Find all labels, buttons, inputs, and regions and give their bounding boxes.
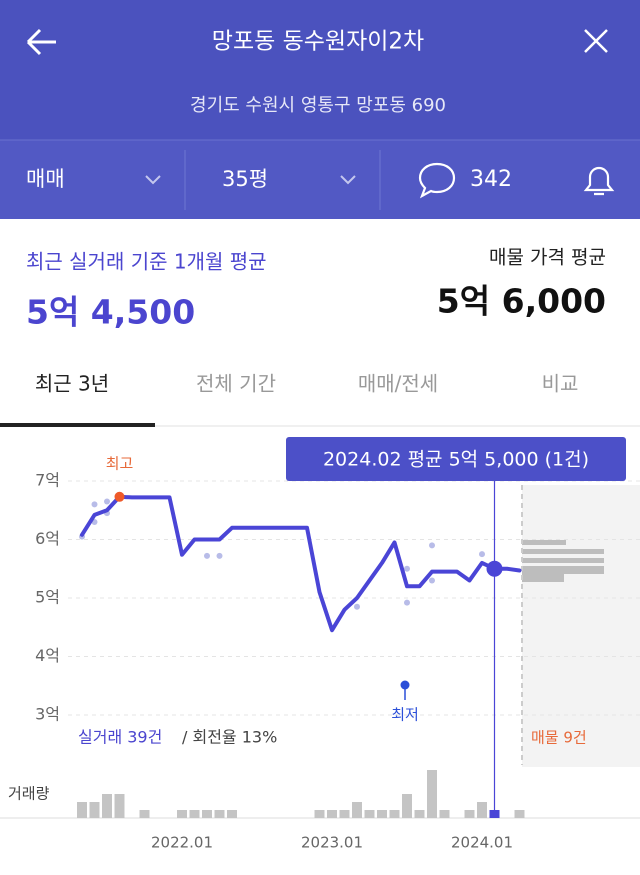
trade-point xyxy=(91,501,98,508)
volume-bar xyxy=(464,810,475,818)
trade-point xyxy=(479,551,485,558)
trade-point xyxy=(404,599,410,606)
volume-bar xyxy=(477,802,487,818)
trade-point xyxy=(429,577,435,584)
y-tick-label: 3억 xyxy=(35,705,60,724)
volume-bar xyxy=(227,810,237,818)
volume-bar xyxy=(389,810,400,818)
size[interactable]: 35평 xyxy=(222,167,268,191)
title: 망포동 동수원자이2차 xyxy=(212,29,424,55)
volume-bar xyxy=(89,802,100,818)
trade-type[interactable]: 매매 xyxy=(26,167,65,191)
tab[interactable]: 비교 xyxy=(542,372,579,396)
x-tick-label: 2024.01 xyxy=(451,834,513,852)
y-tick-label: 5억 xyxy=(35,588,60,607)
trade-point xyxy=(404,565,410,572)
volume-bar xyxy=(114,794,125,818)
x-tick-label: 2023.01 xyxy=(301,834,363,852)
header-bg xyxy=(0,0,640,140)
comment-icon[interactable] xyxy=(418,162,456,199)
price-line xyxy=(80,494,522,633)
volume-bar xyxy=(327,810,337,818)
address: 경기도 수원시 영통구 망포동 690 xyxy=(190,95,446,116)
filter-bg xyxy=(0,140,640,219)
y-tick-label: 7억 xyxy=(35,471,60,490)
volume-bar xyxy=(439,810,450,818)
volume-bar xyxy=(314,810,325,818)
trade-count: 실거래 39건 xyxy=(78,728,162,747)
listing-bars xyxy=(522,540,604,582)
dropdown-icon xyxy=(145,175,161,185)
trade-point xyxy=(216,552,223,559)
low-marker xyxy=(400,680,410,690)
turnover: / 회전율 13% xyxy=(182,728,277,747)
volume-bar xyxy=(214,810,225,818)
tooltip-bg xyxy=(286,437,626,481)
volume-bar xyxy=(177,810,187,818)
trade-point xyxy=(204,552,210,559)
back-button[interactable] xyxy=(26,28,56,56)
volume-bar xyxy=(189,810,200,818)
dropdown-icon xyxy=(340,175,356,185)
volume-bar xyxy=(514,810,525,818)
volume-bar xyxy=(339,810,350,818)
volume-bar xyxy=(77,802,87,818)
y-tick-label: 6억 xyxy=(35,529,60,548)
bell-icon[interactable] xyxy=(583,166,615,196)
tab-underline xyxy=(0,423,155,427)
high-label: 최고 xyxy=(106,454,134,472)
close-button[interactable] xyxy=(584,29,608,53)
volume-bar xyxy=(202,810,212,818)
current-marker xyxy=(486,560,503,577)
listing-panel xyxy=(522,485,640,767)
trade-point xyxy=(429,542,435,549)
volume-bar xyxy=(352,802,362,818)
trade-point xyxy=(104,498,110,505)
listing-price: 5억 6,000 xyxy=(437,282,606,321)
listing-label: 매물 가격 평균 xyxy=(489,247,606,269)
tooltip: 2024.02 평균 5억 5,000 (1건) xyxy=(323,449,589,471)
tab[interactable]: 매매/전세 xyxy=(358,372,438,396)
volume-bar xyxy=(102,794,112,818)
volume-bar xyxy=(364,810,375,818)
volume-bar xyxy=(402,794,412,818)
y-tick-label: 4억 xyxy=(35,646,60,665)
recent-label: 최근 실거래 기준 1개월 평균 xyxy=(26,250,267,274)
high-marker xyxy=(114,491,125,502)
tab[interactable]: 전체 기간 xyxy=(196,372,276,396)
comment-count: 342 xyxy=(470,167,512,192)
volume-bar xyxy=(414,810,425,818)
volume-label: 거래량 xyxy=(8,785,50,803)
x-tick-label: 2022.01 xyxy=(151,834,213,852)
trade-point xyxy=(354,603,360,610)
volume-bar xyxy=(377,810,387,818)
listing-count: 매물 9건 xyxy=(531,729,587,747)
tab[interactable]: 최근 3년 xyxy=(35,372,109,396)
volume-bar xyxy=(139,810,150,818)
volume-bar xyxy=(427,770,437,818)
recent-price: 5억 4,500 xyxy=(26,293,195,332)
